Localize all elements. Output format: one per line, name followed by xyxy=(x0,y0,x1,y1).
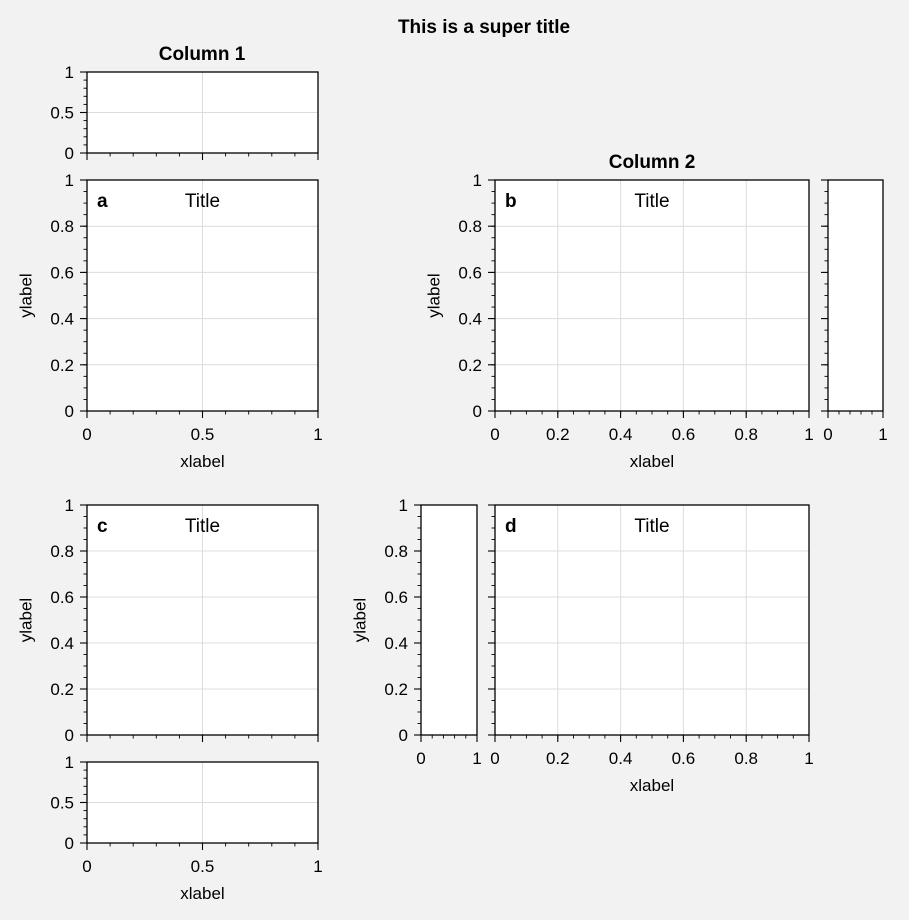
y-tick-label: 1 xyxy=(399,496,408,515)
y-tick-label: 0.4 xyxy=(50,634,74,653)
panel-a: 0 0.5 1 0 0.2 0.4 0.6 0.8 1 xlabel ylabel a Title xyxy=(16,171,322,471)
y-tick-label: 0.4 xyxy=(384,634,408,653)
y-tick-label: 0.8 xyxy=(50,217,74,236)
y-tick-label: 0 xyxy=(473,402,482,421)
plot-area xyxy=(828,180,883,411)
y-tick-label: 1 xyxy=(65,753,74,772)
y-tick-label: 1 xyxy=(473,171,482,190)
plot-area xyxy=(421,505,477,735)
x-tick-label: 1 xyxy=(878,425,887,444)
x-tick-label: 0 xyxy=(490,749,499,768)
panel-label: c xyxy=(97,516,108,537)
panel-b: 0 0.2 0.4 0.6 0.8 1 0 0.2 0.4 0.6 0.8 1 xlabel ylabel… xyxy=(424,171,813,471)
y-tick-label: 0 xyxy=(65,144,74,163)
column-2-title: Column 2 xyxy=(609,152,696,173)
y-axis-label: ylabel xyxy=(350,598,369,642)
panel-d: 0 0.2 0.4 0.6 0.8 1 xlabel d Title xyxy=(488,504,814,795)
y-axis-label: ylabel xyxy=(424,273,443,317)
y-axis-label: ylabel xyxy=(16,598,35,642)
y-tick-label: 0.2 xyxy=(50,680,74,699)
y-tick-label: 0.4 xyxy=(50,310,74,329)
x-tick-label: 0 xyxy=(82,857,91,876)
panel-label: b xyxy=(505,191,517,212)
y-tick-label: 0.5 xyxy=(50,104,74,123)
x-tick-label: 0 xyxy=(82,425,91,444)
axes-frame xyxy=(827,179,884,412)
axes-frame xyxy=(86,71,319,154)
y-axis-label: ylabel xyxy=(16,273,35,317)
x-axis-label: xlabel xyxy=(630,452,674,471)
panel-title: Title xyxy=(185,516,220,537)
x-tick-label: 0.8 xyxy=(734,425,758,444)
y-tick-label: 0.2 xyxy=(50,356,74,375)
y-tick-label: 0.8 xyxy=(384,542,408,561)
y-tick-label: 0 xyxy=(65,834,74,853)
panel-title: Title xyxy=(185,191,220,212)
panel-c-bottom: 0 0.5 1 0 0.5 1 xlabel xyxy=(50,753,322,903)
y-tick-label: 0.5 xyxy=(50,794,74,813)
super-title: This is a super title xyxy=(398,17,570,38)
y-tick-label: 0.2 xyxy=(384,680,408,699)
axes-frame xyxy=(86,504,319,736)
axes-frame xyxy=(420,504,478,736)
y-tick-label: 0.6 xyxy=(458,263,482,282)
y-tick-label: 0.8 xyxy=(50,542,74,561)
y-tick-label: 0.6 xyxy=(384,588,408,607)
y-tick-label: 0.4 xyxy=(458,310,482,329)
x-tick-label: 0 xyxy=(490,425,499,444)
x-tick-label: 0.2 xyxy=(546,425,570,444)
column-1-title: Column 1 xyxy=(159,44,246,65)
axes-frame xyxy=(494,504,810,736)
panel-c: 0 0.2 0.4 0.6 0.8 1 ylabel c Title xyxy=(16,496,319,745)
plot-area xyxy=(495,180,809,411)
axes-frame xyxy=(86,179,319,412)
x-tick-label: 0.2 xyxy=(546,749,570,768)
y-tick-label: 0 xyxy=(65,726,74,745)
x-tick-label: 0.5 xyxy=(191,425,215,444)
panel-d-left: 0 1 0 0.2 0.4 0.6 0.8 1 ylabel xyxy=(350,496,481,768)
x-tick-label: 1 xyxy=(472,749,481,768)
y-tick-label: 1 xyxy=(65,496,74,515)
axes-frame xyxy=(86,761,319,844)
y-tick-label: 0 xyxy=(65,402,74,421)
x-axis-label: xlabel xyxy=(180,452,224,471)
x-tick-label: 1 xyxy=(313,425,322,444)
x-tick-label: 1 xyxy=(804,425,813,444)
x-tick-label: 0.8 xyxy=(734,749,758,768)
x-tick-label: 0.6 xyxy=(672,425,696,444)
y-tick-label: 1 xyxy=(65,63,74,82)
plot-area xyxy=(495,505,809,735)
x-tick-label: 0.4 xyxy=(609,425,633,444)
x-axis-label: xlabel xyxy=(180,884,224,903)
y-tick-label: 0.6 xyxy=(50,588,74,607)
x-tick-label: 1 xyxy=(313,857,322,876)
y-tick-label: 0.6 xyxy=(50,263,74,282)
x-tick-label: 0 xyxy=(823,425,832,444)
y-tick-label: 0 xyxy=(399,726,408,745)
x-tick-label: 0.6 xyxy=(672,749,696,768)
y-tick-label: 1 xyxy=(65,171,74,190)
x-axis-label: xlabel xyxy=(630,776,674,795)
y-tick-label: 0.2 xyxy=(458,356,482,375)
y-tick-label: 0.8 xyxy=(458,217,482,236)
x-tick-label: 0 xyxy=(416,749,425,768)
x-tick-label: 1 xyxy=(804,749,813,768)
x-tick-label: 0.4 xyxy=(609,749,633,768)
axes-frame xyxy=(494,179,810,412)
panel-top: 00.51 xyxy=(50,63,319,163)
panel-title: Title xyxy=(634,516,669,537)
x-tick-label: 0.5 xyxy=(191,857,215,876)
panel-title: Title xyxy=(634,191,669,212)
panel-label: a xyxy=(97,191,108,212)
panel-label: d xyxy=(505,516,517,537)
